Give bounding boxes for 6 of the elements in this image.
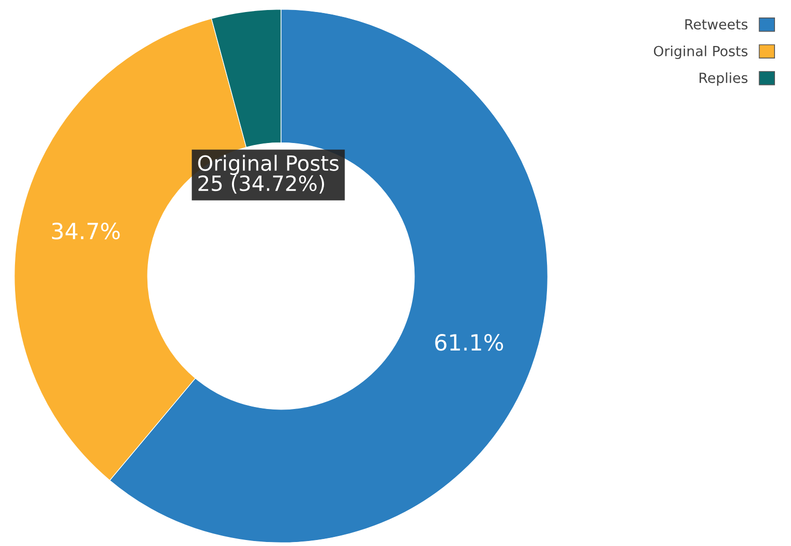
data-label: 61.1% [435, 334, 504, 351]
legend-label: Replies [700, 72, 748, 86]
legend-label: Original Posts [654, 46, 748, 60]
text: Original Posts 25 (34.72%) [198, 154, 339, 194]
legend-label: Retweets [685, 19, 748, 30]
data-label: 34.7% [52, 222, 120, 240]
